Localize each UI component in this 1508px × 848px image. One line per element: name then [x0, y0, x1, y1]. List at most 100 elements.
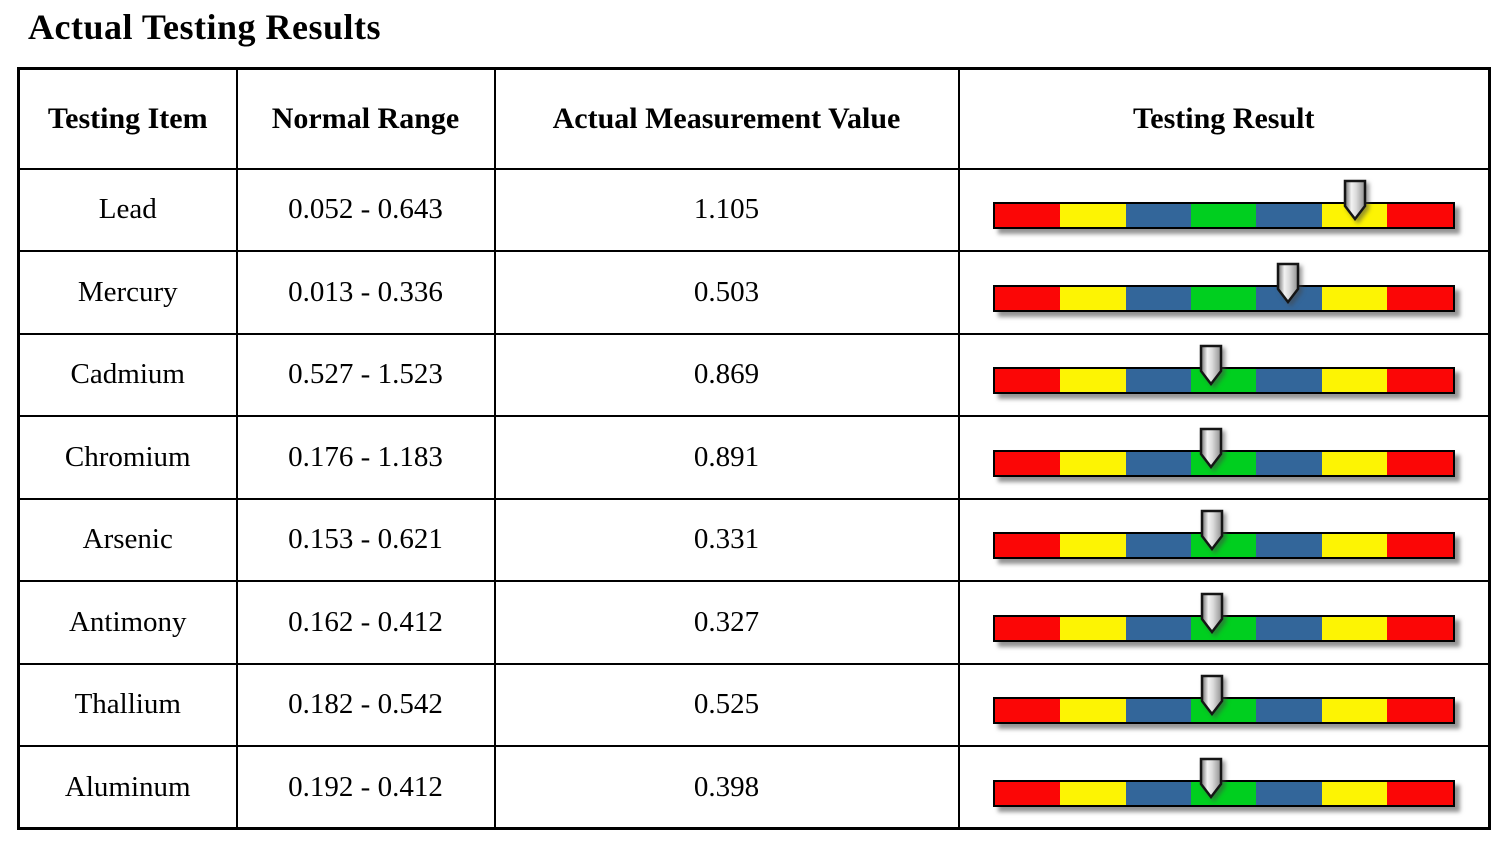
scale-segment-red — [994, 451, 1061, 475]
cell-testing-result — [957, 580, 1491, 665]
header-normal-range: Normal Range — [235, 67, 496, 170]
cell-testing-result — [957, 250, 1491, 335]
scale-segment-red — [994, 616, 1061, 640]
result-marker-icon — [1200, 674, 1224, 717]
cell-testing-item: Cadmium — [17, 332, 238, 417]
cell-normal-range: 0.013 - 0.336 — [235, 250, 496, 335]
scale-segment-yellow — [1321, 534, 1388, 558]
scale-segment-yellow — [1060, 204, 1126, 228]
scale-segment-yellow — [1321, 451, 1388, 475]
table-row: Mercury 0.013 - 0.336 0.503 — [17, 250, 1491, 335]
cell-measurement-value: 0.327 — [493, 580, 960, 665]
cell-measurement-value: 0.869 — [493, 332, 960, 417]
scale-segment-yellow — [1321, 781, 1388, 805]
result-scale — [992, 427, 1455, 477]
scale-segment-red — [994, 369, 1061, 393]
scale-segment-red — [1387, 451, 1453, 475]
table-row: Antimony 0.162 - 0.412 0.327 — [17, 580, 1491, 665]
scale-segment-blue — [1256, 369, 1322, 393]
result-marker-icon — [1200, 509, 1224, 552]
scale-segment-yellow — [1321, 699, 1388, 723]
scale-segment-red — [1387, 286, 1453, 310]
scale-segment-blue — [1125, 534, 1192, 558]
result-marker-icon — [1199, 757, 1223, 799]
table-row: Chromium 0.176 - 1.183 0.891 — [17, 415, 1491, 500]
cell-testing-item: Arsenic — [17, 497, 238, 582]
cell-measurement-value: 0.503 — [493, 250, 960, 335]
cell-testing-result — [957, 167, 1491, 252]
scale-segment-red — [1387, 369, 1453, 393]
result-scale — [992, 675, 1455, 725]
scale-segment-yellow — [1321, 369, 1388, 393]
scale-segment-yellow — [1060, 451, 1126, 475]
cell-testing-result — [957, 662, 1491, 747]
header-measurement-value: Actual Measurement Value — [493, 67, 960, 170]
scale-segment-yellow — [1060, 699, 1126, 723]
scale-segment-green — [1191, 204, 1257, 228]
scale-segment-yellow — [1060, 286, 1126, 310]
result-scale — [992, 510, 1455, 560]
testing-results-table: Testing Item Normal Range Actual Measure… — [17, 67, 1491, 830]
color-scale-bar — [992, 697, 1455, 725]
cell-testing-item: Aluminum — [17, 745, 238, 830]
scale-segment-blue — [1256, 451, 1322, 475]
scale-segment-blue — [1125, 204, 1192, 228]
table-row: Arsenic 0.153 - 0.621 0.331 — [17, 497, 1491, 582]
scale-segment-red — [994, 534, 1061, 558]
result-marker-icon — [1199, 344, 1223, 387]
scale-segment-red — [994, 286, 1061, 310]
table-row: Thallium 0.182 - 0.542 0.525 — [17, 662, 1491, 747]
result-scale — [992, 592, 1455, 642]
result-marker-icon — [1200, 592, 1224, 634]
scale-segment-blue — [1256, 204, 1322, 228]
header-testing-result: Testing Result — [957, 67, 1491, 170]
cell-testing-result — [957, 745, 1491, 830]
scale-segment-red — [1387, 781, 1453, 805]
scale-segment-yellow — [1060, 781, 1126, 805]
scale-segment-red — [1387, 699, 1453, 723]
result-scale — [992, 757, 1455, 807]
scale-segment-red — [994, 699, 1061, 723]
color-scale-bar — [992, 532, 1455, 560]
scale-segment-blue — [1125, 616, 1192, 640]
cell-normal-range: 0.527 - 1.523 — [235, 332, 496, 417]
scale-segment-blue — [1125, 286, 1192, 310]
color-scale-bar — [992, 367, 1455, 395]
cell-testing-item: Antimony — [17, 580, 238, 665]
scale-segment-blue — [1256, 781, 1322, 805]
scale-segment-green — [1191, 286, 1257, 310]
scale-segment-yellow — [1321, 286, 1388, 310]
scale-segment-red — [1387, 204, 1453, 228]
cell-measurement-value: 0.331 — [493, 497, 960, 582]
scale-segment-red — [994, 204, 1061, 228]
color-scale-bar — [992, 614, 1455, 642]
cell-normal-range: 0.052 - 0.643 — [235, 167, 496, 252]
cell-testing-item: Mercury — [17, 250, 238, 335]
result-scale — [992, 345, 1455, 395]
cell-measurement-value: 1.105 — [493, 167, 960, 252]
scale-segment-yellow — [1060, 616, 1126, 640]
cell-testing-result — [957, 415, 1491, 500]
scale-segment-blue — [1125, 781, 1192, 805]
result-marker-icon — [1199, 427, 1223, 469]
cell-measurement-value: 0.398 — [493, 745, 960, 830]
scale-segment-red — [994, 781, 1061, 805]
cell-testing-item: Chromium — [17, 415, 238, 500]
scale-segment-yellow — [1060, 534, 1126, 558]
color-scale-bar — [992, 779, 1455, 807]
result-marker-icon — [1343, 179, 1367, 222]
scale-segment-blue — [1256, 534, 1322, 558]
cell-testing-result — [957, 497, 1491, 582]
header-testing-item: Testing Item — [17, 67, 238, 170]
scale-segment-red — [1387, 616, 1453, 640]
color-scale-bar — [992, 284, 1455, 312]
scale-segment-red — [1387, 534, 1453, 558]
page-title: Actual Testing Results — [28, 7, 382, 47]
cell-normal-range: 0.153 - 0.621 — [235, 497, 496, 582]
scale-segment-yellow — [1060, 369, 1126, 393]
cell-testing-item: Thallium — [17, 662, 238, 747]
result-scale — [992, 262, 1455, 312]
cell-normal-range: 0.182 - 0.542 — [235, 662, 496, 747]
scale-segment-blue — [1256, 699, 1322, 723]
scale-segment-blue — [1125, 699, 1192, 723]
